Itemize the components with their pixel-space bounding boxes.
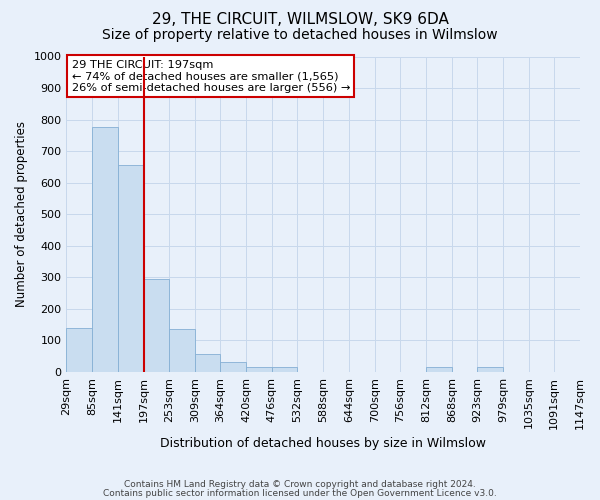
Bar <box>143 279 169 372</box>
X-axis label: Distribution of detached houses by size in Wilmslow: Distribution of detached houses by size … <box>160 437 486 450</box>
Text: Size of property relative to detached houses in Wilmslow: Size of property relative to detached ho… <box>102 28 498 42</box>
Y-axis label: Number of detached properties: Number of detached properties <box>15 121 28 307</box>
Bar <box>220 362 246 372</box>
Bar <box>195 354 220 372</box>
Bar <box>246 367 272 372</box>
Bar <box>92 128 118 372</box>
Text: Contains public sector information licensed under the Open Government Licence v3: Contains public sector information licen… <box>103 488 497 498</box>
Text: 29 THE CIRCUIT: 197sqm
← 74% of detached houses are smaller (1,565)
26% of semi-: 29 THE CIRCUIT: 197sqm ← 74% of detached… <box>71 60 350 93</box>
Bar <box>272 367 298 372</box>
Text: Contains HM Land Registry data © Crown copyright and database right 2024.: Contains HM Land Registry data © Crown c… <box>124 480 476 489</box>
Bar <box>118 166 143 372</box>
Text: 29, THE CIRCUIT, WILMSLOW, SK9 6DA: 29, THE CIRCUIT, WILMSLOW, SK9 6DA <box>152 12 448 28</box>
Bar <box>67 328 92 372</box>
Bar <box>426 367 452 372</box>
Bar <box>477 367 503 372</box>
Bar <box>169 329 195 372</box>
